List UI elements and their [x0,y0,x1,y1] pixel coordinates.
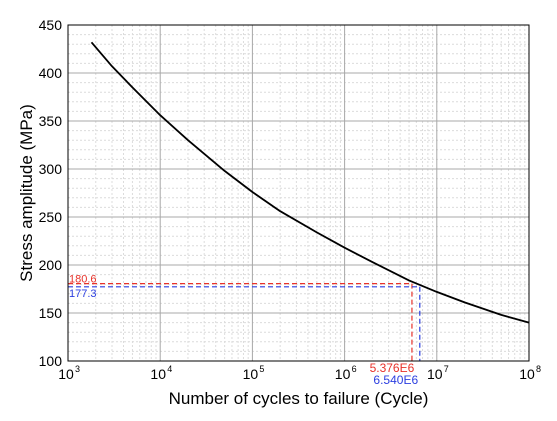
x-tick-base: 10 [519,366,535,382]
x-tick-labels: 10 3 10 4 10 5 10 6 10 7 10 8 [58,364,541,382]
x-tick-label: 10 7 [427,364,449,382]
x-axis-title: Number of cycles to failure (Cycle) [169,389,429,408]
x-tick-label: 10 4 [150,364,172,382]
grid [67,24,530,362]
y-tick-label: 150 [39,305,63,321]
x-tick-exponent: 7 [444,364,449,374]
marker-y-label-2: 177.3 [69,288,97,300]
y-tick-label: 200 [39,257,63,273]
series [90,41,530,324]
y-axis-title: Stress amplitude (MPa) [17,104,36,282]
x-tick-base: 10 [150,366,166,382]
y-tick-label: 350 [39,113,63,129]
y-tick-label: 400 [39,65,63,81]
x-tick-exponent: 8 [536,364,541,374]
x-tick-exponent: 4 [167,364,172,374]
x-tick-label: 10 5 [243,364,265,382]
plot-frame [67,24,530,362]
marker-x-label-2: 6.540E6 [373,373,418,387]
reference-markers: 180.6 5.376E6 177.3 6.540E6 [68,274,421,387]
sn-curve-series-1 [90,41,530,324]
x-tick-base: 10 [427,366,443,382]
y-tick-label: 250 [39,209,63,225]
marker-y-label-1: 180.6 [69,274,97,286]
x-tick-label: 10 6 [335,364,357,382]
x-tick-exponent: 3 [75,364,80,374]
y-tick-label: 300 [39,161,63,177]
x-tick-exponent: 6 [352,364,357,374]
x-tick-base: 10 [58,366,74,382]
x-tick-exponent: 5 [259,364,264,374]
x-tick-base: 10 [243,366,259,382]
marker-x-label-1: 5.376E6 [370,361,415,375]
y-tick-labels: 100 150 200 250 300 350 400 450 [39,17,63,369]
y-tick-label: 450 [39,17,63,33]
x-tick-label: 10 8 [519,364,541,382]
y-tick-label: 100 [39,353,63,369]
x-tick-label: 10 3 [58,364,80,382]
x-tick-base: 10 [335,366,351,382]
